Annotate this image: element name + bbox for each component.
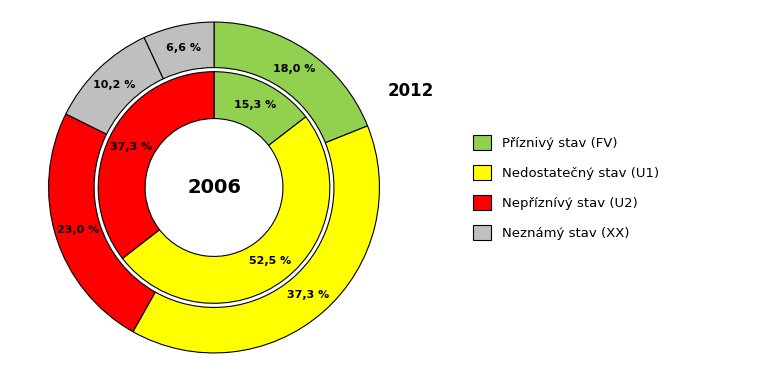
Text: 2012: 2012 [388,82,434,100]
Wedge shape [66,38,163,134]
Text: 37,3 %: 37,3 % [110,142,152,152]
Wedge shape [98,72,214,258]
Legend: Příznivý stav (FV), Nedostatečný stav (U1), Nepříznívý stav (U2), Neznámý stav (: Příznivý stav (FV), Nedostatečný stav (U… [466,129,666,246]
Wedge shape [123,117,330,303]
Text: 23,0 %: 23,0 % [57,225,99,234]
Text: 18,0 %: 18,0 % [273,64,315,74]
Text: 37,3 %: 37,3 % [287,290,329,300]
Wedge shape [214,72,306,146]
Text: 52,5 %: 52,5 % [250,256,292,266]
Text: 10,2 %: 10,2 % [93,80,136,90]
Wedge shape [48,114,155,332]
Text: 15,3 %: 15,3 % [234,100,276,109]
Wedge shape [133,126,379,353]
Wedge shape [214,22,368,143]
Text: 2006: 2006 [187,178,241,197]
Wedge shape [144,22,214,79]
Text: 6,6 %: 6,6 % [165,43,201,53]
